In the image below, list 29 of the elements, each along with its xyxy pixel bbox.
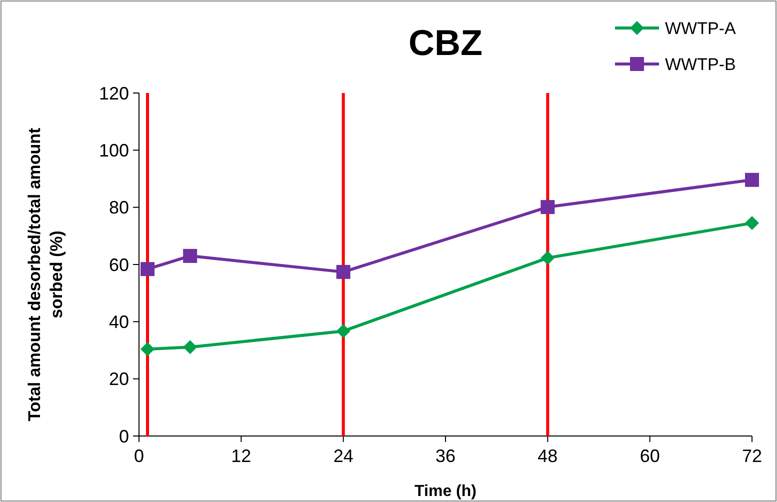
y-tick-label: 0	[118, 426, 129, 446]
x-tick-label: 60	[640, 446, 660, 466]
x-tick-label: 72	[742, 446, 762, 466]
point	[336, 264, 350, 279]
point	[745, 172, 759, 187]
point	[336, 324, 350, 338]
point	[140, 342, 155, 356]
x-tick-label: 24	[333, 446, 354, 466]
x-tick-label: 12	[231, 446, 252, 466]
point	[183, 340, 198, 354]
x-tick-label: 48	[538, 446, 558, 466]
y-tick-label: 20	[108, 369, 129, 390]
y-tick-label: 40	[108, 312, 129, 332]
point	[183, 248, 198, 263]
y-tick-label: 60	[108, 254, 129, 275]
point	[745, 216, 759, 230]
point	[540, 200, 555, 214]
y-tick-label: 100	[98, 140, 129, 160]
point	[540, 250, 555, 265]
y-tick-label: 120	[98, 83, 129, 104]
legend-label: WWTP-B	[665, 54, 736, 74]
y-tick-label: 80	[108, 198, 129, 218]
chart-title: CBZ	[408, 22, 482, 63]
y-axis-title: Total amount desorbed/total amount sorbed (%)	[25, 127, 66, 422]
x-axis-title: Time (h)	[414, 483, 476, 500]
legend-label: WWTP-A	[665, 18, 736, 38]
x-tick-label: 36	[435, 446, 456, 466]
point	[140, 262, 155, 276]
x-tick-label: 0	[134, 446, 144, 466]
